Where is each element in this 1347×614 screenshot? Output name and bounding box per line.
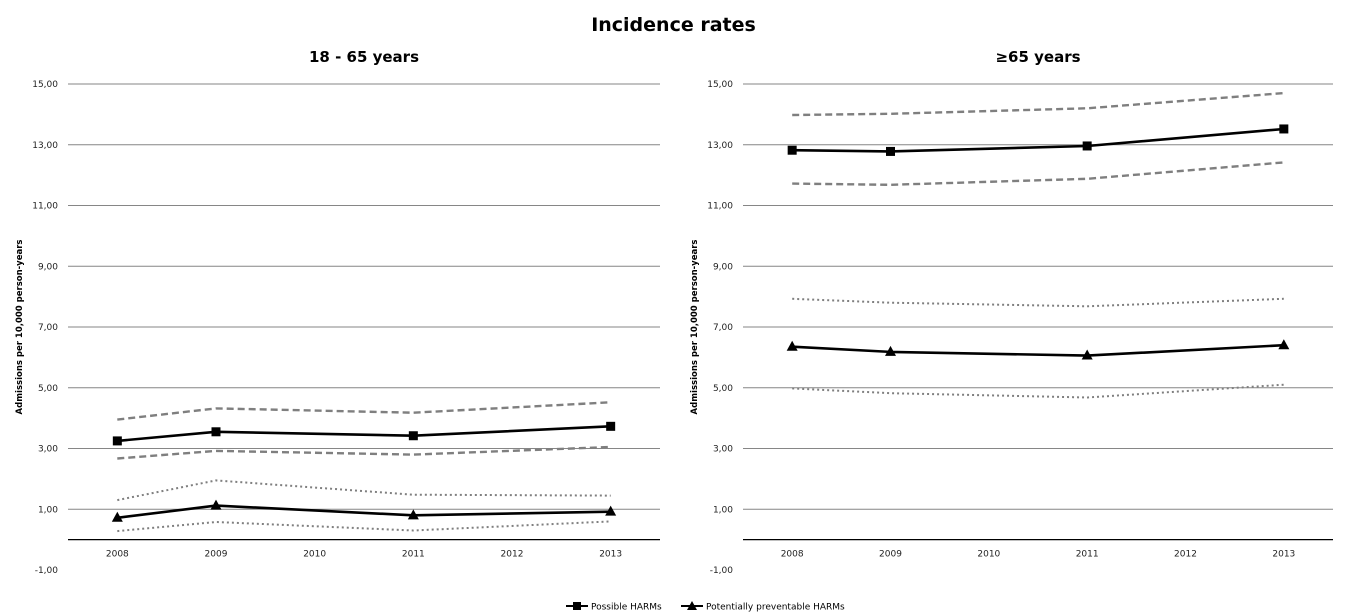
interval-line-lower-possible-harms (117, 445, 611, 460)
y-tick-label: 11,00 (707, 202, 733, 212)
interval-line-upper-preventable-harms (117, 479, 611, 502)
y-tick-label: 15,00 (707, 80, 733, 90)
interval-line-upper-possible-harms (117, 401, 611, 421)
figure-title: Incidence rates (591, 14, 756, 36)
legend-label: Possible HARMs (591, 603, 662, 613)
data-point-triangle (786, 340, 798, 351)
data-point-square (787, 145, 797, 155)
y-tick-label: 1,00 (713, 505, 733, 515)
y-axis-label: Admissions per 10,000 person-years (690, 240, 700, 415)
chart-subtitle: 18 - 65 years (309, 48, 419, 66)
y-tick-label: 13,00 (707, 141, 733, 151)
data-point-triangle (407, 509, 419, 520)
data-point-triangle (885, 345, 896, 356)
data-point-square (1279, 124, 1289, 134)
series-line-possible-harms (792, 127, 1284, 153)
x-tick-label: 2008 (106, 550, 129, 560)
x-tick-label: 2008 (781, 550, 804, 560)
x-tick-label: 2009 (205, 550, 228, 560)
y-tick-label: 1,00 (38, 505, 58, 515)
data-point-square (408, 431, 418, 441)
interval-line-lower-preventable-harms (792, 383, 1284, 399)
chart-subtitle: ≥65 years (995, 48, 1080, 66)
x-tick-label: 2011 (1076, 550, 1099, 560)
data-point-triangle (1081, 349, 1093, 360)
legend-marker-square (573, 602, 581, 610)
data-point-square (886, 146, 895, 156)
chart-65-plus: ≥65 years Admissions per 10,000 person-ye… (690, 48, 1333, 576)
interval-line-lower-preventable-harms (117, 520, 611, 533)
interval-line-upper-preventable-harms (792, 297, 1284, 308)
x-tick-label: 2009 (879, 550, 902, 560)
y-tick-label: 3,00 (38, 445, 58, 455)
data-point-triangle (605, 505, 617, 516)
y-tick-label: 9,00 (713, 262, 733, 272)
legend: Possible HARMs Potentially preventable HA… (566, 601, 845, 613)
y-tick-label: 5,00 (713, 384, 733, 394)
series-line-possible-harms (117, 425, 611, 443)
interval-line-lower-possible-harms (792, 161, 1284, 187)
x-tick-label: 2010 (303, 550, 326, 560)
y-tick-label: 7,00 (38, 323, 58, 333)
y-tick-label: 13,00 (32, 141, 58, 151)
y-tick-label: 11,00 (32, 202, 58, 212)
x-tick-label: 2013 (599, 550, 622, 560)
y-axis-label: Admissions per 10,000 person-years (15, 240, 25, 415)
y-tick-label: 5,00 (38, 384, 58, 394)
series-line-preventable-harms (792, 343, 1284, 357)
legend-marker-triangle (687, 601, 697, 610)
data-point-triangle (210, 499, 222, 510)
y-tick-label: -1,00 (710, 566, 734, 576)
x-tick-label: 2012 (501, 550, 524, 560)
x-tick-label: 2013 (1272, 550, 1295, 560)
data-point-square (606, 421, 616, 431)
x-tick-label: 2011 (402, 550, 425, 560)
data-point-square (1082, 141, 1092, 151)
y-tick-label: 7,00 (713, 323, 733, 333)
x-tick-label: 2010 (977, 550, 1000, 560)
interval-line-upper-possible-harms (792, 91, 1284, 117)
y-tick-label: 9,00 (38, 262, 58, 272)
series-line-preventable-harms (117, 504, 611, 520)
y-tick-label: 15,00 (32, 80, 58, 90)
x-tick-label: 2012 (1174, 550, 1197, 560)
legend-label: Potentially preventable HARMs (706, 603, 845, 613)
data-point-triangle (1278, 339, 1290, 350)
y-tick-label: -1,00 (35, 566, 59, 576)
data-point-square (112, 436, 122, 446)
data-point-triangle (111, 511, 123, 522)
y-tick-label: 3,00 (713, 445, 733, 455)
chart-18-65: 18 - 65 years Admissions per 10,000 perso… (15, 48, 660, 576)
data-point-square (211, 427, 221, 437)
